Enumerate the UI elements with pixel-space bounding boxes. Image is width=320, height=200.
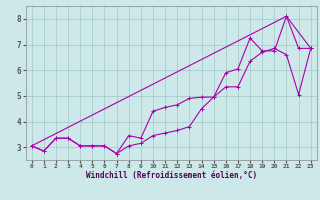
X-axis label: Windchill (Refroidissement éolien,°C): Windchill (Refroidissement éolien,°C) bbox=[86, 171, 257, 180]
